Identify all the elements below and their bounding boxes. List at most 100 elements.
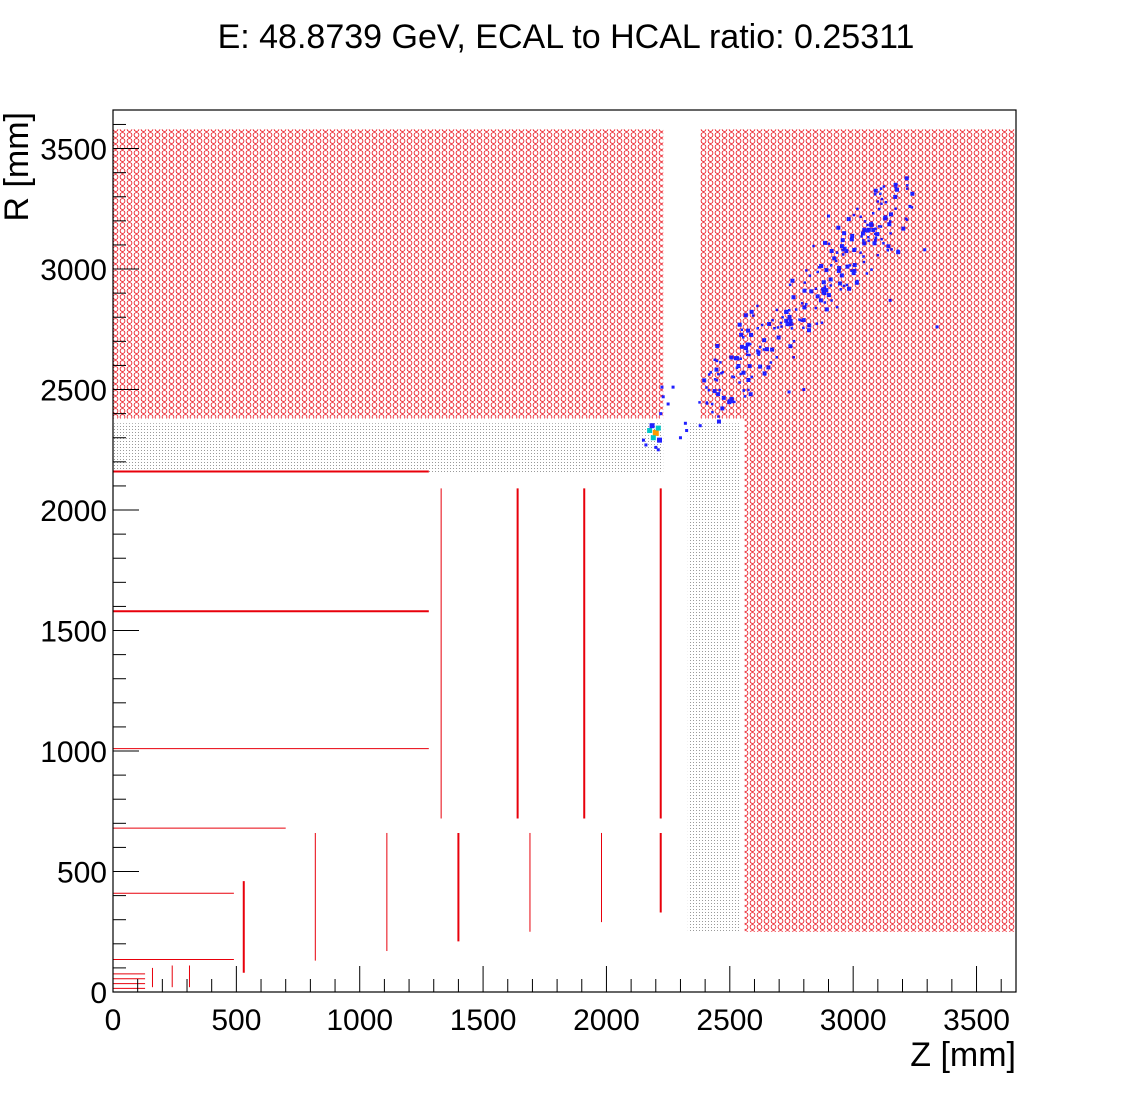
hit-point-272 [698,424,702,428]
hit-point-206 [792,356,795,359]
hit-point-150 [766,365,771,370]
x-tick-label: 1000 [326,1004,393,1037]
hit-point-223 [839,273,844,278]
hit-point-255 [802,326,805,330]
hit-point-190 [850,269,853,272]
hit-point-249 [747,364,752,369]
hit-point-248 [866,223,869,227]
hit-point-209 [827,242,831,246]
hit-point-278 [787,390,791,394]
hit-point-103 [893,194,898,199]
hit-point-237 [884,200,888,204]
hit-point-56 [744,346,749,351]
hit-point-13 [829,264,833,267]
hit-point-68 [818,298,823,303]
hit-point-269 [678,436,682,440]
hit-point-86 [800,302,804,305]
hit-point-20 [745,353,749,357]
hit-point-43 [750,375,753,379]
hit-point-50 [756,349,759,352]
hit-point-89 [901,226,906,231]
hit-point-53 [714,367,719,372]
chart-title: E: 48.8739 GeV, ECAL to HCAL ratio: 0.25… [218,18,915,56]
hit-point-275 [935,325,939,329]
hit-point-283 [652,429,659,436]
hit-point-122 [718,388,721,392]
hit-point-2 [889,232,892,235]
hit-point-117 [808,274,812,277]
hit-point-59 [883,216,888,221]
hit-point-110 [859,215,862,219]
hit-point-6 [743,395,747,398]
hit-point-127 [845,283,849,287]
hit-point-66 [787,317,791,320]
hit-point-242 [746,328,751,333]
hit-point-266 [660,385,664,389]
x-axis-title: Z [mm] [910,1036,1016,1074]
hit-point-281 [864,228,867,232]
hit-point-77 [832,256,837,261]
hit-point-247 [749,309,754,314]
hit-point-174 [882,185,886,188]
hit-point-4 [716,392,721,397]
y-tick-label: 500 [57,857,107,890]
hit-point-177 [870,268,873,271]
x-tick-label: 3000 [820,1004,887,1037]
hit-point-211 [860,235,863,238]
hit-point-267 [671,385,675,389]
hit-point-218 [798,318,801,321]
hit-point-165 [823,285,827,288]
hit-point-1 [828,277,833,282]
hit-point-5 [835,251,839,254]
hit-point-168 [802,288,807,293]
hit-point-253 [733,356,738,361]
hit-point-207 [742,389,746,392]
hit-point-213 [896,250,901,255]
hit-point-17 [779,321,783,325]
hit-point-251 [792,339,796,343]
y-axis-title: R [mm] [0,112,36,222]
hit-point-241 [866,227,871,232]
hit-point-32 [760,323,764,327]
hit-point-172 [821,290,826,295]
hit-point-80 [781,315,784,319]
hit-point-31 [721,395,726,400]
hit-point-260 [641,438,645,442]
hit-point-47 [829,248,834,253]
hit-point-201 [739,357,742,360]
hit-point-229 [729,355,734,360]
hit-point-285 [655,425,661,431]
hit-point-161 [720,371,723,375]
y-tick-label: 2000 [40,495,107,528]
hit-point-196 [880,202,883,206]
hit-point-256 [904,217,908,220]
hit-point-26 [862,238,865,242]
hit-point-143 [788,344,793,349]
hit-point-186 [829,284,833,287]
hit-point-259 [886,249,890,252]
hit-point-153 [852,213,856,217]
detector-region-3 [113,423,664,474]
hit-point-284 [650,435,656,441]
hit-point-109 [873,193,877,196]
hit-point-238 [880,197,884,201]
hit-point-139 [839,244,844,249]
hit-point-44 [822,287,827,292]
hit-point-51 [875,232,880,237]
hit-point-215 [784,318,789,323]
hit-point-62 [787,309,791,312]
hit-point-38 [757,353,760,356]
hit-point-141 [756,304,759,308]
hit-point-204 [735,366,739,370]
hit-point-94 [749,332,754,337]
hit-point-37 [873,188,878,193]
hit-point-73 [830,299,833,302]
hit-point-236 [896,249,900,253]
hit-point-271 [685,429,689,433]
hit-point-134 [715,379,719,382]
hit-point-69 [738,381,741,384]
x-tick-label: 1500 [450,1004,517,1037]
hit-point-90 [764,372,767,375]
hit-point-277 [873,238,877,242]
detector-region-0 [113,129,664,419]
